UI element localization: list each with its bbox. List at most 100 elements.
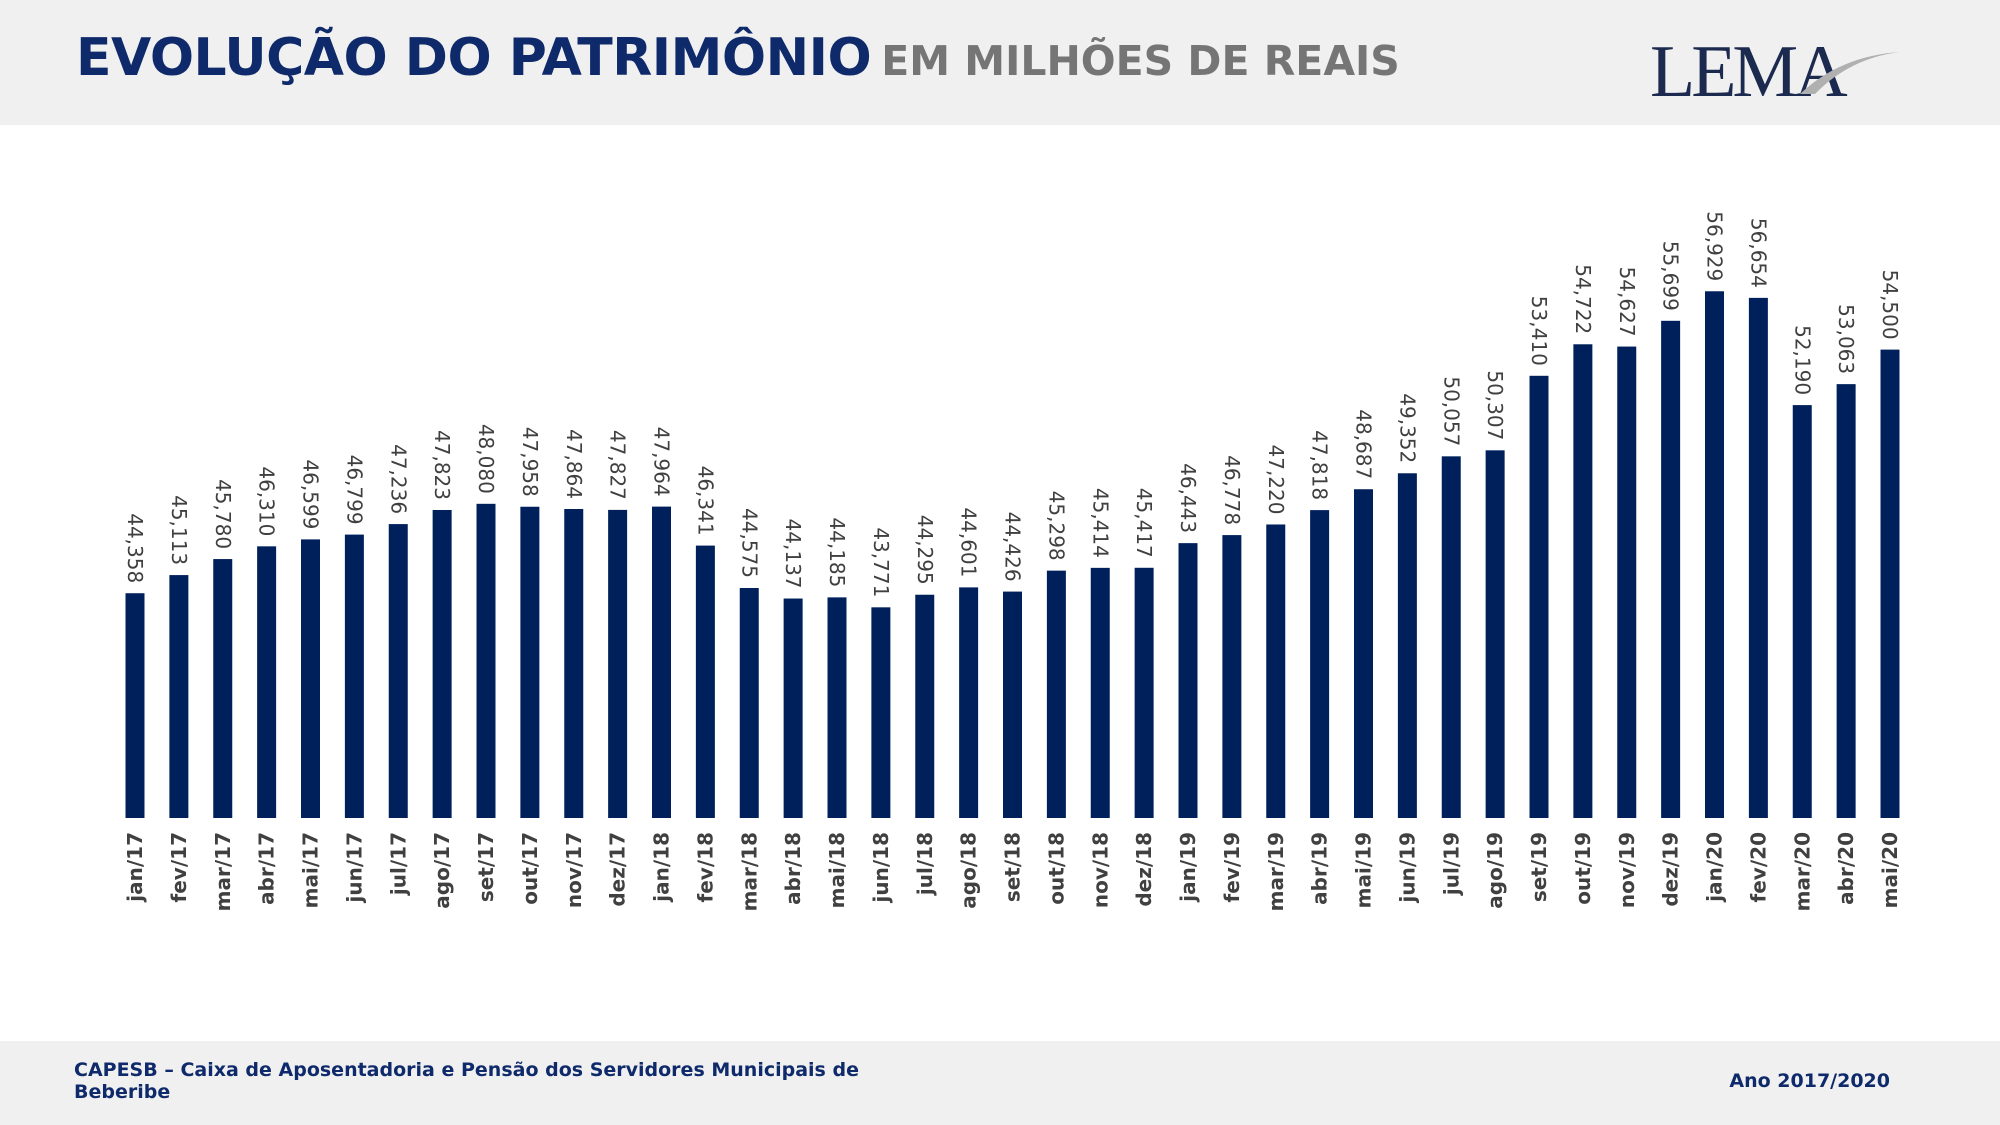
bar-jan/19 bbox=[1178, 543, 1198, 818]
x-tick-label: jun/19 bbox=[1395, 832, 1419, 903]
x-tick-label: jul/19 bbox=[1439, 832, 1463, 896]
period-label: Ano 2017/2020 bbox=[1729, 1070, 1890, 1092]
bar-abr/17 bbox=[257, 546, 277, 818]
bar-chart: 44,358 jan/17 45,113 fev/17 45,780 mar/17 46,3… bbox=[123, 211, 1902, 911]
bar-mar/19 bbox=[1266, 524, 1286, 818]
bar-set/17 bbox=[476, 503, 496, 818]
data-label: 47,818 bbox=[1308, 430, 1332, 500]
data-label: 45,113 bbox=[167, 495, 191, 565]
x-tick-label: jun/17 bbox=[342, 832, 366, 903]
x-tick-label: dez/19 bbox=[1659, 832, 1683, 907]
data-label: 44,601 bbox=[957, 507, 981, 577]
x-tick-label: fev/17 bbox=[167, 832, 191, 902]
x-tick-label: jul/17 bbox=[386, 832, 410, 896]
data-label: 47,958 bbox=[518, 427, 542, 497]
x-tick-label: nov/18 bbox=[1088, 832, 1112, 908]
x-tick-label: mai/18 bbox=[825, 832, 849, 908]
bar-ago/19 bbox=[1485, 450, 1505, 818]
bar-jun/17 bbox=[344, 534, 364, 818]
bar-mai/19 bbox=[1354, 489, 1373, 818]
x-tick-label: out/18 bbox=[1044, 832, 1068, 905]
data-label: 45,414 bbox=[1088, 488, 1112, 558]
data-label: 46,799 bbox=[342, 455, 366, 525]
bar-mai/18 bbox=[827, 597, 847, 818]
bar-fev/20 bbox=[1748, 297, 1768, 818]
data-label: 45,417 bbox=[1132, 488, 1156, 558]
x-tick-label: mar/20 bbox=[1790, 832, 1814, 911]
data-label: 46,310 bbox=[255, 466, 279, 536]
data-label: 44,426 bbox=[1001, 512, 1025, 582]
x-tick-label: dez/17 bbox=[606, 832, 630, 907]
data-label: 48,080 bbox=[474, 424, 498, 494]
bar-jan/17 bbox=[125, 593, 145, 818]
x-tick-label: mai/20 bbox=[1878, 832, 1902, 908]
bar-dez/17 bbox=[608, 509, 628, 818]
data-label: 45,780 bbox=[211, 479, 235, 549]
x-tick-label: mar/17 bbox=[211, 832, 235, 911]
title-subtitle: EM MILHÕES DE REAIS bbox=[881, 37, 1400, 85]
data-label: 47,964 bbox=[650, 427, 674, 497]
page-title: EVOLUÇÃO DO PATRIMÔNIO EM MILHÕES DE REAI… bbox=[76, 28, 1400, 88]
data-label: 54,500 bbox=[1878, 270, 1902, 340]
bar-jul/17 bbox=[388, 524, 408, 818]
logo-swoosh bbox=[1800, 52, 1900, 94]
x-tick-label: mai/17 bbox=[299, 832, 323, 908]
data-label: 54,627 bbox=[1615, 267, 1639, 337]
data-label: 44,185 bbox=[825, 517, 849, 587]
x-tick-label: abr/18 bbox=[781, 832, 805, 905]
logo-text: LEMA bbox=[1650, 34, 1847, 104]
data-label: 46,443 bbox=[1176, 463, 1200, 533]
bar-fev/17 bbox=[169, 575, 189, 818]
data-label: 46,341 bbox=[693, 466, 717, 536]
x-tick-label: out/17 bbox=[518, 832, 542, 905]
x-tick-label: fev/19 bbox=[1220, 832, 1244, 902]
data-label: 53,063 bbox=[1834, 304, 1858, 374]
bar-ago/17 bbox=[432, 509, 452, 818]
x-tick-label: dez/18 bbox=[1132, 832, 1156, 907]
x-tick-label: jan/18 bbox=[650, 832, 674, 903]
x-tick-label: set/18 bbox=[1001, 832, 1025, 902]
x-tick-label: jan/20 bbox=[1703, 832, 1727, 903]
bar-mar/17 bbox=[213, 559, 233, 818]
bar-dez/19 bbox=[1661, 320, 1681, 818]
header: EVOLUÇÃO DO PATRIMÔNIO EM MILHÕES DE REAI… bbox=[0, 0, 2000, 125]
bar-ago/18 bbox=[959, 587, 979, 818]
data-label: 48,687 bbox=[1352, 409, 1376, 479]
data-label: 46,778 bbox=[1220, 455, 1244, 525]
x-tick-label: jan/19 bbox=[1176, 832, 1200, 903]
bar-fev/18 bbox=[695, 545, 715, 818]
data-label: 44,137 bbox=[781, 519, 805, 589]
x-tick-label: fev/18 bbox=[693, 832, 717, 902]
data-label: 53,410 bbox=[1527, 296, 1551, 366]
x-tick-label: abr/20 bbox=[1834, 832, 1858, 905]
x-tick-label: nov/19 bbox=[1615, 832, 1639, 908]
bar-jan/20 bbox=[1705, 291, 1724, 818]
bar-mai/17 bbox=[301, 539, 320, 818]
data-label: 55,699 bbox=[1659, 241, 1683, 311]
data-label: 45,298 bbox=[1044, 491, 1068, 561]
x-tick-label: jun/18 bbox=[869, 832, 893, 903]
bar-nov/19 bbox=[1617, 346, 1637, 818]
bar-jan/18 bbox=[652, 506, 671, 818]
data-label: 47,220 bbox=[1264, 444, 1288, 514]
organization-name: CAPESB – Caixa de Aposentadoria e Pensão… bbox=[74, 1059, 859, 1103]
x-tick-label: set/19 bbox=[1527, 832, 1551, 902]
x-tick-label: ago/17 bbox=[430, 832, 454, 909]
bar-nov/18 bbox=[1090, 567, 1110, 818]
bar-abr/19 bbox=[1310, 510, 1330, 818]
x-tick-label: mar/18 bbox=[737, 832, 761, 911]
x-tick-label: jan/17 bbox=[123, 832, 147, 903]
data-label: 44,575 bbox=[737, 508, 761, 578]
data-label: 47,236 bbox=[386, 444, 410, 514]
x-tick-label: ago/18 bbox=[957, 832, 981, 909]
data-label: 47,827 bbox=[606, 430, 630, 500]
x-tick-label: nov/17 bbox=[562, 832, 586, 908]
bar-set/19 bbox=[1529, 375, 1549, 818]
data-label: 47,864 bbox=[562, 429, 586, 499]
x-tick-label: fev/20 bbox=[1746, 832, 1770, 902]
bar-set/18 bbox=[1003, 591, 1022, 818]
bar-nov/17 bbox=[564, 509, 584, 818]
data-label: 56,654 bbox=[1746, 218, 1770, 288]
data-label: 56,929 bbox=[1703, 211, 1727, 281]
data-label: 50,057 bbox=[1439, 376, 1463, 446]
